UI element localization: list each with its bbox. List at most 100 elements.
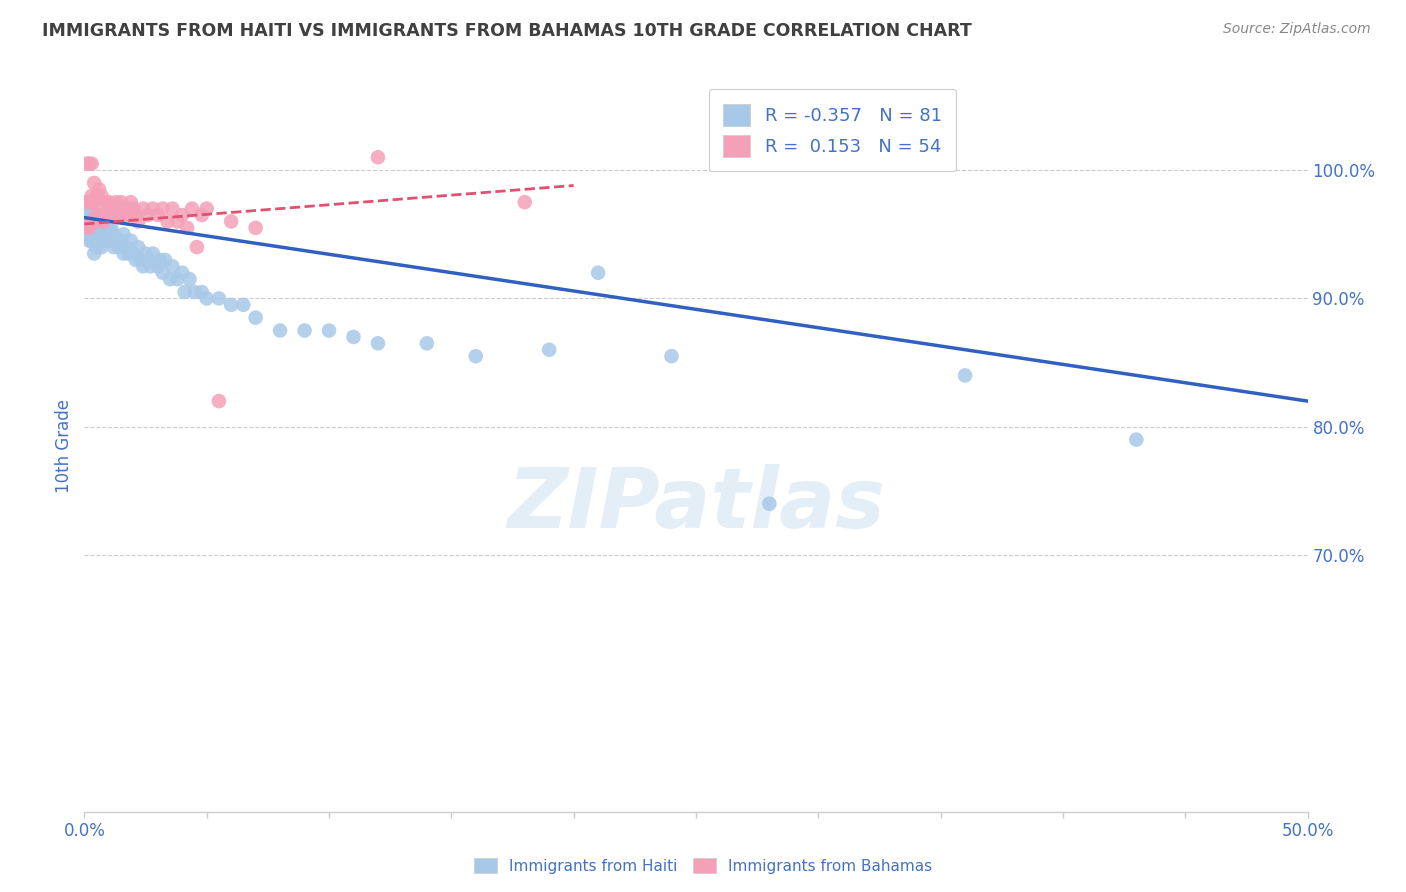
Point <box>176 220 198 235</box>
Point <box>152 266 174 280</box>
Point <box>93 214 115 228</box>
Text: IMMIGRANTS FROM HAITI VS IMMIGRANTS FROM BAHAMAS 10TH GRADE CORRELATION CHART: IMMIGRANTS FROM HAITI VS IMMIGRANTS FROM… <box>42 22 972 40</box>
Point <box>80 188 103 202</box>
Point <box>110 234 132 248</box>
Point <box>953 368 976 383</box>
Point <box>661 349 683 363</box>
Point <box>115 240 138 254</box>
Point <box>758 497 780 511</box>
Point <box>87 208 110 222</box>
Point <box>86 188 108 202</box>
Point <box>208 394 231 409</box>
Point <box>513 195 536 210</box>
Point <box>83 220 105 235</box>
Point <box>112 227 135 242</box>
Point <box>172 266 194 280</box>
Point <box>100 202 122 216</box>
Point <box>195 292 218 306</box>
Point <box>90 214 112 228</box>
Point <box>115 202 138 216</box>
Point <box>86 208 108 222</box>
Point <box>112 246 135 260</box>
Point <box>96 234 118 248</box>
Point <box>97 195 120 210</box>
Point <box>80 220 103 235</box>
Point <box>122 246 145 260</box>
Point <box>125 252 148 267</box>
Point <box>125 208 148 222</box>
Point <box>76 220 98 235</box>
Point <box>103 208 125 222</box>
Point <box>86 227 108 242</box>
Point <box>87 208 110 222</box>
Point <box>90 188 112 202</box>
Point <box>112 208 135 222</box>
Point <box>153 252 176 267</box>
Point <box>103 240 125 254</box>
Point <box>294 324 316 338</box>
Point <box>76 195 98 210</box>
Point <box>208 292 231 306</box>
Point <box>136 208 159 222</box>
Point <box>159 272 181 286</box>
Point <box>142 246 165 260</box>
Point <box>318 324 340 338</box>
Point <box>120 195 142 210</box>
Point <box>245 310 267 325</box>
Point <box>83 214 105 228</box>
Point <box>100 234 122 248</box>
Point <box>132 260 155 274</box>
Point <box>83 195 105 210</box>
Point <box>77 202 100 216</box>
Point <box>146 260 169 274</box>
Point <box>93 220 115 235</box>
Point <box>80 202 103 216</box>
Point <box>96 208 118 222</box>
Point <box>367 336 389 351</box>
Point <box>120 234 142 248</box>
Point <box>80 157 103 171</box>
Point <box>83 176 105 190</box>
Point <box>86 214 108 228</box>
Point <box>117 208 139 222</box>
Point <box>179 272 201 286</box>
Point <box>219 214 242 228</box>
Point <box>105 234 128 248</box>
Point <box>76 220 98 235</box>
Point <box>107 208 129 222</box>
Point <box>80 234 103 248</box>
Point <box>464 349 486 363</box>
Point <box>83 246 105 260</box>
Point <box>245 220 267 235</box>
Point <box>87 234 110 248</box>
Point <box>77 157 100 171</box>
Point <box>367 150 389 164</box>
Point <box>1125 433 1147 447</box>
Point <box>83 234 105 248</box>
Point <box>107 240 129 254</box>
Point <box>127 240 149 254</box>
Point <box>103 227 125 242</box>
Point <box>93 234 115 248</box>
Point <box>122 202 145 216</box>
Point <box>129 252 152 267</box>
Point <box>162 260 184 274</box>
Point <box>195 202 218 216</box>
Text: ZIPatlas: ZIPatlas <box>508 464 884 545</box>
Point <box>76 208 98 222</box>
Point <box>87 220 110 235</box>
Point <box>416 336 439 351</box>
Point <box>135 246 157 260</box>
Point <box>191 208 214 222</box>
Point <box>76 157 98 171</box>
Point <box>186 240 208 254</box>
Point <box>90 214 112 228</box>
Point <box>76 195 98 210</box>
Point <box>342 330 364 344</box>
Point <box>83 208 105 222</box>
Y-axis label: 10th Grade: 10th Grade <box>55 399 73 493</box>
Point <box>80 214 103 228</box>
Point <box>117 246 139 260</box>
Point <box>110 195 132 210</box>
Point <box>77 214 100 228</box>
